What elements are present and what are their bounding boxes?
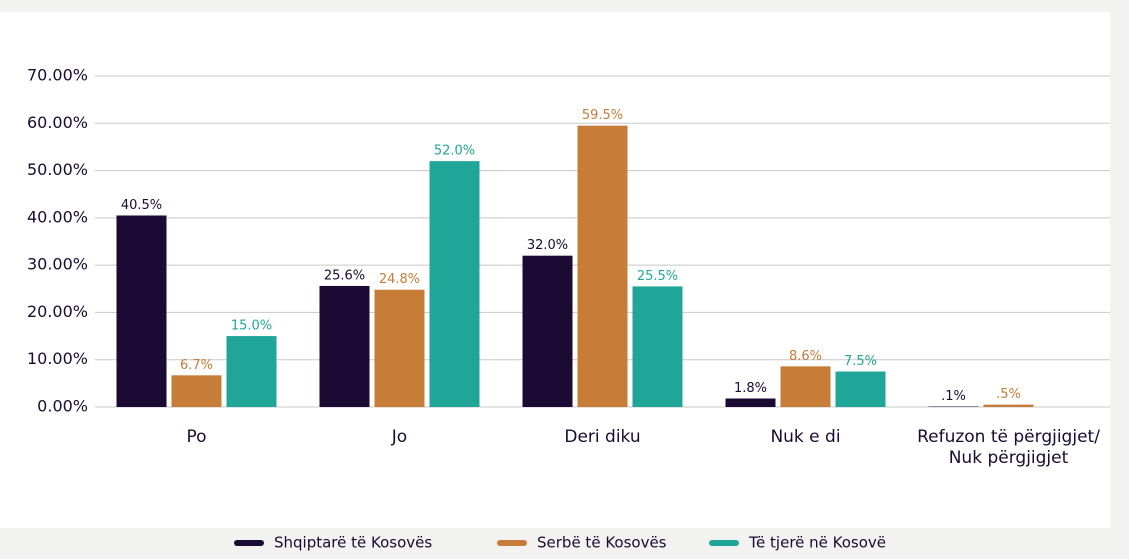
data-label: 1.8%	[734, 381, 767, 396]
data-label: 25.5%	[637, 269, 678, 284]
bar	[983, 404, 1034, 407]
y-tick-label: 0.00%	[37, 397, 88, 416]
data-label: .5%	[996, 387, 1021, 402]
y-tick-label: 50.00%	[27, 160, 88, 179]
y-tick-label: 20.00%	[27, 302, 88, 321]
x-tick-label: Refuzon të përgjigjet/ Nuk përgjigjet	[917, 427, 1100, 468]
bar	[835, 371, 886, 407]
x-tick-label: Deri diku	[564, 427, 641, 447]
bar	[577, 125, 628, 408]
bar	[632, 286, 683, 407]
bar	[725, 398, 776, 407]
bar	[522, 255, 573, 407]
data-label: 40.5%	[121, 198, 162, 213]
bar	[226, 336, 277, 407]
bar	[780, 366, 831, 407]
data-label: 25.6%	[324, 268, 365, 283]
data-label: 7.5%	[844, 354, 877, 369]
y-tick-label: 10.00%	[27, 349, 88, 368]
bar	[116, 215, 167, 407]
y-tick-label: 40.00%	[27, 207, 88, 226]
bar	[171, 375, 222, 407]
bar	[429, 161, 480, 407]
data-label: 8.6%	[789, 349, 822, 364]
y-tick-label: 30.00%	[27, 255, 88, 274]
data-label: 15.0%	[231, 319, 272, 334]
legend-label: Serbë të Kosovës	[537, 534, 667, 552]
y-tick-label: 70.00%	[27, 66, 88, 85]
x-tick-label: Nuk e di	[770, 427, 841, 447]
y-tick-label: 60.00%	[27, 113, 88, 132]
x-tick-label: Po	[186, 427, 207, 447]
bar	[374, 289, 425, 407]
data-label: 59.5%	[582, 108, 623, 123]
x-tick-label: Jo	[391, 427, 408, 447]
legend-label: Të tjerë në Kosovë	[748, 534, 886, 552]
bar	[319, 285, 370, 407]
legend-label: Shqiptarë të Kosovës	[274, 534, 432, 552]
data-label: 6.7%	[180, 358, 213, 373]
data-label: 24.8%	[379, 272, 420, 287]
data-label: 32.0%	[527, 238, 568, 253]
data-label: .1%	[941, 389, 966, 404]
data-label: 52.0%	[434, 144, 475, 159]
